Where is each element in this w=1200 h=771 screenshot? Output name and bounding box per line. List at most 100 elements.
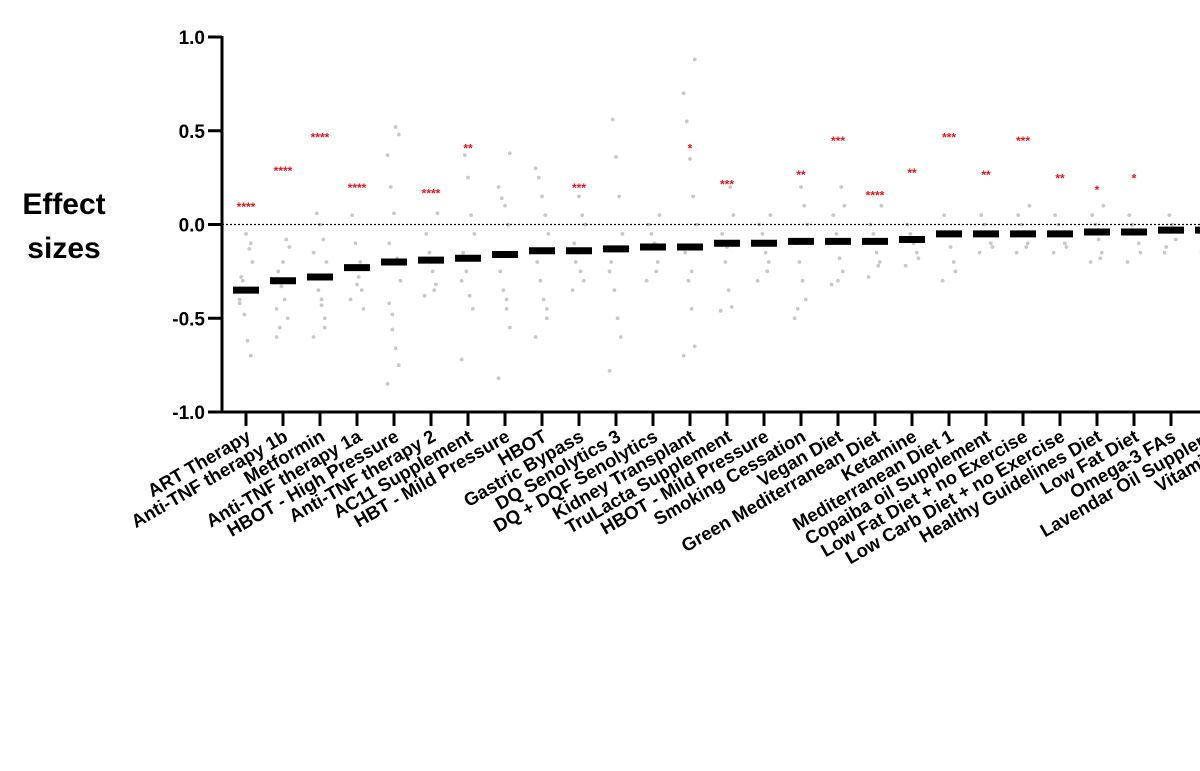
data-point	[989, 241, 993, 245]
data-point	[831, 213, 835, 217]
data-point	[619, 335, 623, 339]
data-point	[614, 155, 618, 159]
data-point	[320, 303, 324, 307]
y-tick-label: 1.0	[179, 28, 205, 49]
data-point	[469, 213, 473, 217]
data-point	[765, 269, 769, 273]
data-point	[389, 185, 393, 189]
data-point	[1102, 204, 1106, 208]
data-point	[503, 204, 507, 208]
data-point	[431, 269, 435, 273]
data-point	[465, 269, 469, 273]
data-point	[1065, 245, 1069, 249]
data-point	[471, 307, 475, 311]
data-point	[839, 185, 843, 189]
data-point	[621, 232, 625, 236]
data-point	[949, 245, 953, 249]
data-point	[1127, 213, 1131, 217]
median-marker	[825, 238, 851, 245]
data-point	[436, 211, 440, 215]
significance-label: **	[907, 166, 917, 180]
data-point	[688, 157, 692, 161]
data-point	[460, 358, 464, 362]
significance-label: ****	[274, 164, 293, 178]
data-point	[243, 313, 247, 317]
data-point	[978, 251, 982, 255]
data-point	[608, 269, 612, 273]
data-point	[468, 294, 472, 298]
data-point	[572, 241, 576, 245]
data-point	[1052, 251, 1056, 255]
data-point	[239, 275, 243, 279]
data-point	[323, 316, 327, 320]
data-point	[796, 307, 800, 311]
data-point	[397, 133, 401, 137]
data-point	[460, 279, 464, 283]
data-point	[505, 298, 509, 302]
data-point	[387, 241, 391, 245]
data-point	[350, 213, 354, 217]
y-tick-label: 0.0	[179, 216, 205, 237]
data-point	[278, 326, 282, 330]
data-point	[991, 245, 995, 249]
significance-label: *	[1132, 172, 1137, 186]
data-point	[360, 288, 364, 292]
data-point	[543, 213, 547, 217]
significance-label: ****	[237, 200, 256, 214]
data-point	[357, 275, 361, 279]
median-marker	[418, 257, 444, 264]
data-point	[658, 213, 662, 217]
data-point	[608, 369, 612, 373]
data-point	[767, 260, 771, 264]
data-point	[761, 232, 765, 236]
data-point	[954, 269, 958, 273]
data-point	[432, 288, 436, 292]
data-point	[317, 288, 321, 292]
data-point	[875, 251, 879, 255]
data-point	[656, 260, 660, 264]
data-point	[1100, 251, 1104, 255]
data-point	[275, 307, 279, 311]
data-point	[283, 298, 287, 302]
data-point	[540, 194, 544, 198]
data-point	[836, 279, 840, 283]
data-point	[428, 251, 432, 255]
median-marker	[566, 247, 592, 254]
data-point	[841, 269, 845, 273]
data-point	[386, 153, 390, 157]
significance-label: ****	[422, 187, 441, 201]
data-point	[325, 260, 329, 264]
median-markers-layer	[233, 227, 1200, 294]
data-point	[878, 260, 882, 264]
median-marker	[233, 287, 259, 294]
data-point	[281, 260, 285, 264]
data-point	[315, 211, 319, 215]
data-point	[1015, 251, 1019, 255]
data-point	[399, 279, 403, 283]
data-point	[535, 260, 539, 264]
data-point	[500, 196, 504, 200]
significance-label: ***	[942, 130, 956, 144]
data-point	[613, 288, 617, 292]
significance-label: **	[463, 142, 473, 156]
data-point	[730, 305, 734, 309]
data-point	[909, 232, 913, 236]
data-point	[247, 247, 251, 251]
median-marker	[492, 251, 518, 258]
data-point	[764, 251, 768, 255]
data-point	[288, 245, 292, 249]
data-point	[362, 307, 366, 311]
significance-label: ****	[348, 181, 367, 195]
data-point	[801, 279, 805, 283]
data-point	[732, 213, 736, 217]
data-point	[880, 204, 884, 208]
median-marker	[899, 236, 925, 243]
data-point	[687, 279, 691, 283]
data-point	[312, 251, 316, 255]
median-marker	[1010, 230, 1036, 237]
significance-label: ***	[720, 177, 734, 191]
data-point	[280, 284, 284, 288]
data-point	[1028, 204, 1032, 208]
